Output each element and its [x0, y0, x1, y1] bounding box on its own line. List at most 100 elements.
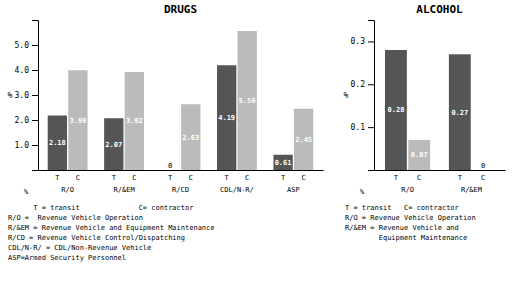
x-tick: R/O [61, 186, 74, 194]
y-tick-mark [32, 120, 38, 121]
series-label: C [245, 174, 249, 182]
bar [238, 31, 257, 170]
y-label: % [8, 91, 13, 100]
data-label: 0 [168, 162, 172, 170]
y-tick-mark [368, 127, 374, 128]
x-axis-line [375, 170, 506, 171]
series-label: C [417, 174, 421, 182]
y-tick: 0.1 [351, 123, 374, 132]
y-tick-label: 4.0 [15, 66, 30, 75]
bar [68, 70, 87, 170]
x-axis-line [39, 170, 324, 171]
chart-0: 1.02.03.04.05.0R/OR/&EMR/CDCDL/N-R/ASPTC… [8, 3, 324, 262]
series-label: C [132, 174, 136, 182]
series-label: C [76, 174, 80, 182]
y-tick-mark [32, 145, 38, 146]
y-tick-mark [32, 70, 38, 71]
y-tick-label: 0.3 [351, 37, 366, 46]
bars [48, 31, 314, 170]
data-label: 2.07 [105, 141, 122, 149]
note: R/&EM = Revenue Vehicle and [345, 224, 459, 232]
series-label: T [112, 174, 117, 182]
series-label: C [302, 174, 306, 182]
x-tick: ASP [287, 186, 300, 194]
y-label-corner: % [360, 188, 365, 196]
y-tick-label: 0.1 [351, 123, 366, 132]
y-tick: 1.0 [15, 141, 38, 150]
bar [104, 118, 123, 170]
series-label: T [281, 174, 286, 182]
data-label: 0.07 [411, 151, 428, 159]
bar [449, 54, 471, 170]
data-label: 3.99 [69, 117, 86, 125]
y-axis-line [368, 21, 375, 171]
bar [385, 50, 407, 170]
y-tick-label: 2.0 [15, 116, 30, 125]
x-tick-label: CDL/N-R/ [220, 186, 254, 194]
x-tick: R/CD [172, 186, 189, 194]
y-label-corner: % [24, 188, 29, 196]
x-tick-label: R/&EM [461, 186, 482, 194]
x-tick-label: R/O [61, 186, 74, 194]
data-label: 0.27 [451, 109, 468, 117]
y-axis: 0.1 0.2 0.3 [351, 21, 375, 171]
y-tick: 4.0 [15, 66, 38, 75]
series-label: C [481, 174, 485, 182]
y-tick-mark [368, 84, 374, 85]
bar [273, 155, 292, 170]
series-label: T [394, 174, 399, 182]
y-tick: 0.3 [351, 37, 374, 46]
bar [125, 72, 144, 170]
y-tick-label: 0.2 [351, 80, 366, 89]
y-tick: 0.2 [351, 80, 374, 89]
bar [408, 140, 430, 170]
note: T = transit C= contractor [345, 204, 459, 212]
series-label: C [189, 174, 193, 182]
y-tick-label: 3.0 [15, 91, 30, 100]
data-label: 2.45 [295, 136, 312, 144]
chart-1: 0.1 0.2 0.3 R/O R/&EM T C T C 0.28 0.27 0.07 0 ALCOHO… [344, 3, 506, 242]
x-tick-label: R/O [401, 186, 414, 194]
y-tick-mark [32, 95, 38, 96]
note: R/O = Revenue Vehicle Operation [8, 214, 143, 222]
y-label: % [344, 91, 349, 100]
x-tick: R/&EM [461, 186, 482, 194]
x-tick-label: R/&EM [114, 186, 135, 194]
bars [385, 50, 471, 170]
y-tick-mark [32, 45, 38, 46]
bar [294, 109, 313, 170]
y-tick-label: 5.0 [15, 41, 30, 50]
title: ALCOHOL [416, 3, 463, 16]
series-label: T [55, 174, 60, 182]
bar [48, 116, 67, 171]
x-tick: R/O [401, 186, 414, 194]
data-label: 4.19 [218, 114, 235, 122]
x-tick-label: R/CD [172, 186, 189, 194]
data-label: 3.92 [126, 117, 143, 125]
note: R/O = Revenue Vehicle Operation [345, 214, 476, 222]
note: T = transit C= contractor [8, 204, 193, 212]
bar [217, 65, 236, 170]
data-label: 0 [481, 162, 485, 170]
series-label: T [225, 174, 230, 182]
note: R/&EM = Revenue Vehicle and Equipment Ma… [8, 224, 215, 232]
x-tick: R/&EM [114, 186, 135, 194]
note: Equipment Maintenance [345, 234, 467, 242]
data-label: 2.63 [182, 134, 199, 142]
series-label: T [168, 174, 173, 182]
y-tick: 5.0 [15, 41, 38, 50]
x-tick-label: ASP [287, 186, 300, 194]
x-tick: CDL/N-R/ [220, 186, 254, 194]
x-axis: R/O R/&EM R/CD CDL/N-R/ASP [39, 171, 324, 194]
y-tick: 3.0 [15, 91, 38, 100]
x-axis: R/O R/&EM [375, 171, 506, 194]
title: DRUGS [164, 3, 197, 16]
data-label: 0.28 [387, 106, 404, 114]
data-label: 2.18 [49, 139, 66, 147]
note: ASP=Armed Security Personnel [8, 254, 126, 262]
y-axis-line [32, 21, 39, 171]
y-tick-label: 1.0 [15, 141, 30, 150]
series-label: T [458, 174, 463, 182]
bar [181, 104, 200, 170]
y-axis: 1.0 2.0 3.0 4.0 5.0 [15, 21, 39, 171]
